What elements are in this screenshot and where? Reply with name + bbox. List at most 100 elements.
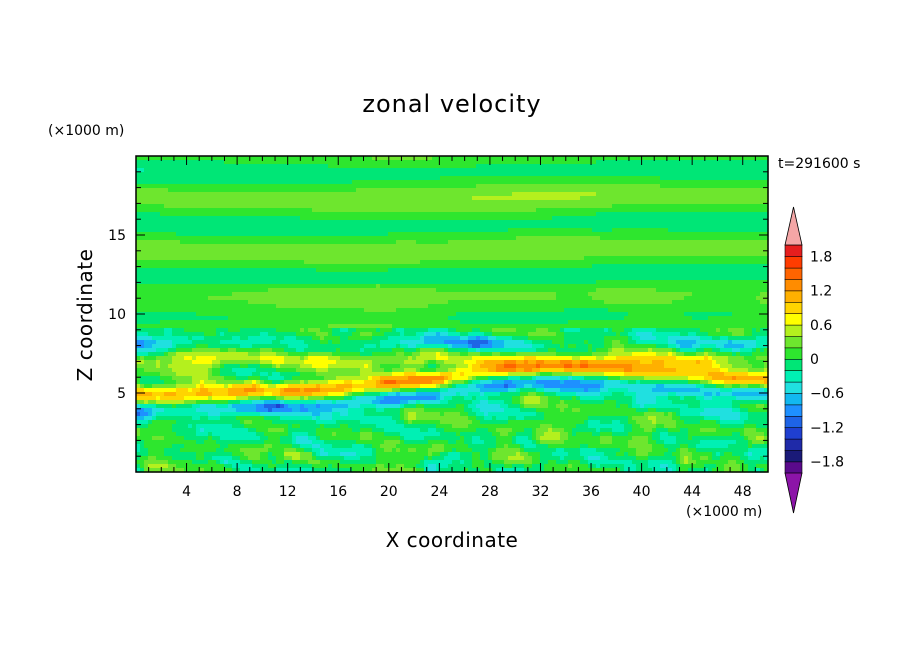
field-cell xyxy=(764,256,769,261)
field-cell xyxy=(764,220,769,225)
field-cell xyxy=(136,180,141,185)
field-cell xyxy=(736,188,741,193)
field-cell xyxy=(136,184,141,189)
field-cell xyxy=(704,272,709,277)
field-cell xyxy=(364,196,369,201)
field-cell xyxy=(304,180,309,185)
field-cell xyxy=(644,220,649,225)
field-cell xyxy=(764,164,769,169)
field-cell xyxy=(712,236,717,241)
field-cell xyxy=(748,180,753,185)
field-cell xyxy=(340,232,345,237)
field-cell xyxy=(404,232,409,237)
field-cell xyxy=(344,232,349,237)
field-cell xyxy=(396,228,401,233)
field-cell xyxy=(376,184,381,189)
field-cell xyxy=(208,188,213,193)
field-cell xyxy=(620,228,625,233)
field-cell xyxy=(656,212,661,217)
field-cell xyxy=(380,196,385,201)
field-cell xyxy=(580,228,585,233)
field-cell xyxy=(220,216,225,221)
field-cell xyxy=(480,272,485,277)
field-cell xyxy=(516,272,521,277)
field-cell xyxy=(392,272,397,277)
field-cell xyxy=(264,264,269,269)
field-cell xyxy=(256,180,261,185)
field-cell xyxy=(604,228,609,233)
field-cell xyxy=(656,180,661,185)
field-cell xyxy=(536,208,541,213)
field-cell xyxy=(340,196,345,201)
field-cell xyxy=(748,256,753,261)
field-cell xyxy=(568,260,573,265)
field-cell xyxy=(408,160,413,165)
field-cell xyxy=(396,256,401,261)
field-cell xyxy=(560,196,565,201)
field-cell xyxy=(176,276,181,281)
field-cell xyxy=(488,188,493,193)
field-cell xyxy=(184,216,189,221)
field-cell xyxy=(616,160,621,165)
field-cell xyxy=(272,280,277,285)
field-cell xyxy=(252,260,257,265)
field-cell xyxy=(432,264,437,269)
field-cell xyxy=(248,212,253,217)
field-cell xyxy=(704,252,709,257)
field-cell xyxy=(256,168,261,173)
field-cell xyxy=(356,180,361,185)
field-cell xyxy=(228,260,233,265)
field-cell xyxy=(664,188,669,193)
field-cell xyxy=(420,164,425,169)
field-cell xyxy=(336,220,341,225)
field-cell xyxy=(704,184,709,189)
field-cell xyxy=(544,232,549,237)
field-cell xyxy=(564,180,569,185)
field-cell xyxy=(592,236,597,241)
field-cell xyxy=(740,228,745,233)
field-cell xyxy=(220,180,225,185)
field-cell xyxy=(444,268,449,273)
field-cell xyxy=(716,240,721,245)
field-cell xyxy=(624,228,629,233)
field-cell xyxy=(248,244,253,249)
field-cell xyxy=(532,180,537,185)
field-cell xyxy=(696,192,701,197)
field-cell xyxy=(452,208,457,213)
field-cell xyxy=(300,192,305,197)
field-cell xyxy=(292,204,297,209)
field-cell xyxy=(380,172,385,177)
field-cell xyxy=(272,216,277,221)
field-cell xyxy=(400,268,405,273)
field-cell xyxy=(600,200,605,205)
field-cell xyxy=(212,164,217,169)
field-cell xyxy=(664,272,669,277)
field-cell xyxy=(480,268,485,273)
field-cell xyxy=(536,224,541,229)
field-cell xyxy=(516,188,521,193)
field-cell xyxy=(764,204,769,209)
field-cell xyxy=(328,236,333,241)
field-cell xyxy=(464,224,469,229)
field-cell xyxy=(160,260,165,265)
field-cell xyxy=(452,244,457,249)
field-cell xyxy=(572,248,577,253)
field-cell xyxy=(300,216,305,221)
field-cell xyxy=(192,180,197,185)
field-cell xyxy=(596,216,601,221)
field-cell xyxy=(720,200,725,205)
field-cell xyxy=(208,212,213,217)
field-cell xyxy=(268,188,273,193)
field-cell xyxy=(592,164,597,169)
field-cell xyxy=(192,276,197,281)
field-cell xyxy=(180,280,185,285)
field-cell xyxy=(332,276,337,281)
field-cell xyxy=(180,216,185,221)
field-cell xyxy=(320,240,325,245)
field-cell xyxy=(408,256,413,261)
field-cell xyxy=(164,200,169,205)
field-cell xyxy=(704,260,709,265)
field-cell xyxy=(408,200,413,205)
field-cell xyxy=(200,164,205,169)
field-cell xyxy=(264,272,269,277)
